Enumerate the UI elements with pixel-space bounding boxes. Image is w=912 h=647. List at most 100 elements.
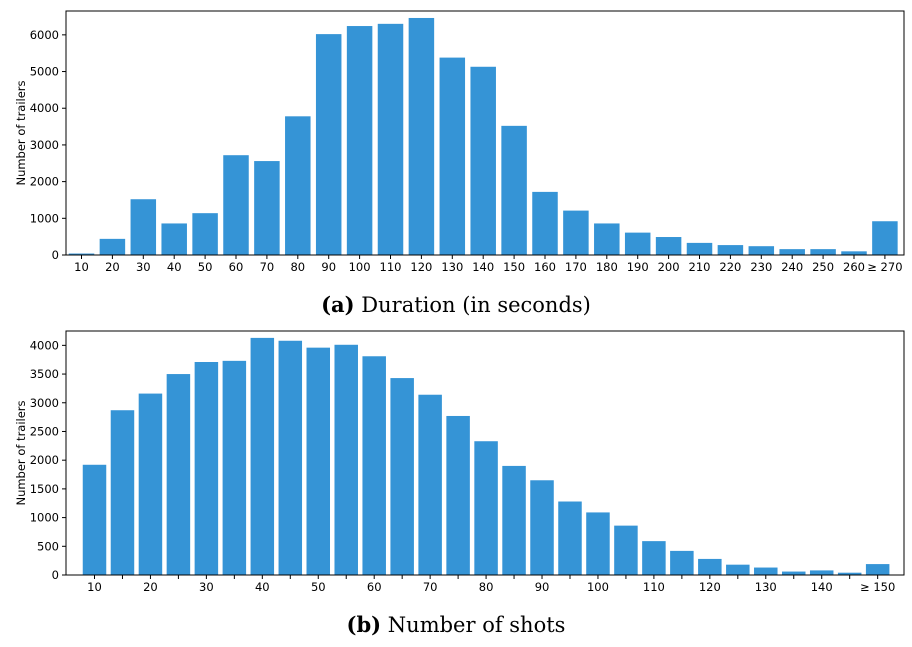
bar-90 [315,34,342,256]
x-tick-label: 130 [441,260,463,274]
caption-b-text: Number of shots [387,613,566,637]
bar-85 [502,465,526,575]
x-tick-label: 20 [105,260,120,274]
bar-40 [250,337,275,575]
bar-20 [138,393,163,575]
caption-b: (b) Number of shots [0,612,912,637]
y-tick-label: 2500 [30,424,59,438]
plot-frame [65,10,905,256]
bar-70 [418,394,442,575]
y-tick-label: 3000 [30,138,59,152]
x-tick-label: 60 [367,580,382,594]
bar-10 [82,464,107,575]
bar-190 [624,232,651,255]
y-tick-label: 1000 [30,511,59,525]
bar-270 [872,221,898,255]
x-tick-label: 50 [311,580,326,594]
bar-65 [390,378,414,575]
bar-250 [810,249,836,255]
y-tick-label: 2000 [30,175,59,189]
bar-100 [586,512,610,575]
bar-140 [470,66,496,256]
chart-shots: 0 500 1000 1500 2000 2500 3000 3500 4000 10 20 30 40… [14,330,905,594]
x-tick-label: 250 [812,260,834,274]
y-tick-label: 0 [52,568,59,582]
x-tick-label: 100 [587,580,609,594]
bar-20 [99,238,126,255]
bar-90 [530,480,554,575]
bar-60 [223,155,249,255]
bar-80 [285,116,311,255]
bar-145 [837,572,862,575]
y-tick-label: 5000 [30,65,59,79]
x-tick-label: ≥ 150 [860,580,895,594]
bar-105 [614,525,638,575]
bar-50 [192,213,218,255]
x-tick-label: 70 [423,580,438,594]
y-tick-label: 1500 [30,482,59,496]
y-tick-label: 3000 [30,396,59,410]
bar-70 [254,161,280,255]
bar-125 [726,564,750,575]
bar-15 [110,410,135,575]
bar-25 [166,374,191,575]
x-tick-label: 140 [811,580,833,594]
bar-120 [698,558,722,575]
bar-100 [346,26,373,255]
chart-duration: 0 1000 2000 3000 4000 5000 6000 10 20 30 40 50 60 70 8… [14,10,905,274]
bar-130 [754,567,778,575]
x-tick-label: 260 [843,260,865,274]
y-tick-label: 4000 [30,338,59,352]
y-tick-label: 6000 [30,28,59,42]
caption-a-text: Duration (in seconds) [361,293,591,317]
bar-140 [809,570,834,575]
y-tick-label: 0 [52,248,59,262]
bar-200 [655,237,682,255]
bar-30 [130,199,157,255]
bar-210 [686,242,713,255]
x-tick-label: 180 [596,260,618,274]
x-tick-label: 120 [699,580,721,594]
x-tick-label: 90 [321,260,336,274]
bar-95 [558,501,582,575]
x-tick-label: 80 [290,260,305,274]
x-tick-label: 140 [472,260,494,274]
x-tick-label: 110 [380,260,402,274]
bar-40 [161,223,187,255]
x-tick-label: 30 [136,260,151,274]
bar-150 [501,125,527,255]
x-tick-label: 40 [255,580,270,594]
x-tick-label: 80 [479,580,494,594]
bar-130 [439,57,466,255]
bar-220 [717,245,744,255]
x-tick-label: 150 [503,260,525,274]
x-tick-label: 200 [658,260,680,274]
bar-160 [532,191,558,255]
y-tick-label: 500 [37,539,59,553]
x-tick-label: 190 [627,260,649,274]
x-tick-label: 10 [87,580,102,594]
bar-10 [68,253,95,255]
x-tick-label: 240 [781,260,803,274]
bar-75 [446,415,470,575]
plot-frame [65,330,905,576]
x-tick-label: 50 [198,260,213,274]
bar-180 [594,223,620,255]
x-tick-label: 100 [349,260,371,274]
x-tick-label: ≥ 270 [867,260,902,274]
x-tick-label: 220 [719,260,741,274]
x-tick-label: 210 [689,260,711,274]
bar-35 [222,360,247,575]
bar-120 [408,17,435,255]
y-tick-label: 1000 [30,211,59,225]
bar-170 [563,210,589,255]
bar-30 [194,362,219,575]
x-tick-label: 170 [565,260,587,274]
x-tick-label: 110 [643,580,665,594]
bar-110 [642,541,666,575]
caption-a: (a) Duration (in seconds) [0,292,912,317]
y-axis-label: Number of trailers [14,400,28,505]
bar-230 [748,246,775,255]
x-tick-label: 30 [199,580,214,594]
